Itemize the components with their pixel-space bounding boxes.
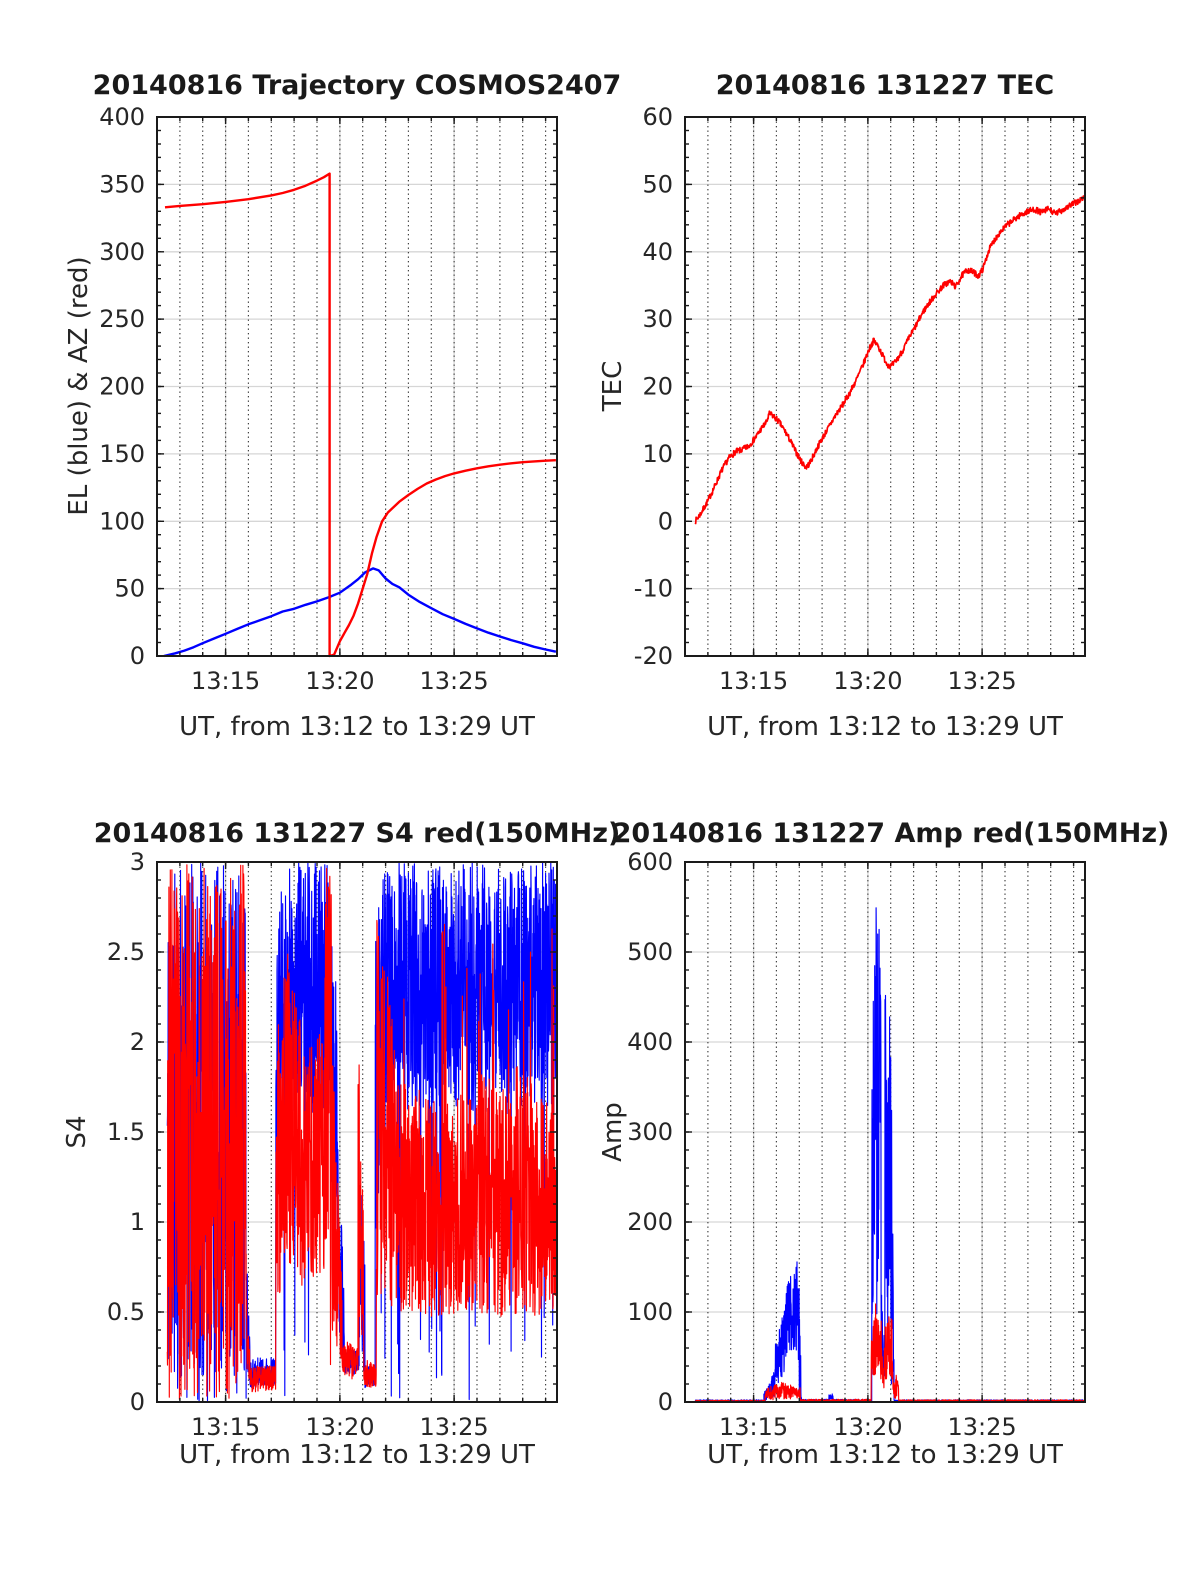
svg-text:600: 600 (627, 848, 673, 876)
svg-text:30: 30 (642, 305, 673, 333)
svg-text:60: 60 (642, 103, 673, 131)
ylabel-tec: TEC (598, 360, 628, 412)
ylabel-trajectory: EL (blue) & AZ (red) (64, 256, 94, 516)
xlabel-trajectory: UT, from 13:12 to 13:29 UT (179, 712, 535, 742)
svg-text:150: 150 (99, 440, 145, 468)
svg-text:0: 0 (130, 1388, 145, 1416)
svg-text:200: 200 (627, 1208, 673, 1236)
plot-amp: 13:15 13:20 13:25 0 100 200 300 400 500 600 (627, 848, 1086, 1441)
svg-text:400: 400 (99, 103, 145, 131)
svg-text:1: 1 (130, 1208, 145, 1236)
svg-text:350: 350 (99, 170, 145, 198)
svg-text:13:15: 13:15 (191, 667, 260, 695)
plot-s4: 13:15 13:20 13:25 0 0.5 1 1.5 2 2.5 3 (107, 848, 558, 1441)
svg-text:0: 0 (130, 642, 145, 670)
svg-text:1.5: 1.5 (107, 1118, 145, 1146)
title-s4: 20140816 131227 S4 red(150MHz) (93, 818, 621, 849)
svg-text:500: 500 (627, 938, 673, 966)
svg-text:3: 3 (130, 848, 145, 876)
plot-tec: 13:15 13:20 13:25 -20 -10 0 10 20 30 40 50 60 (634, 103, 1086, 695)
svg-text:2: 2 (130, 1028, 145, 1056)
svg-text:-20: -20 (634, 642, 673, 670)
svg-text:20: 20 (642, 373, 673, 401)
svg-text:13:20: 13:20 (833, 1413, 902, 1441)
svg-text:13:15: 13:15 (719, 1413, 788, 1441)
svg-text:13:25: 13:25 (948, 667, 1017, 695)
svg-text:0: 0 (658, 1388, 673, 1416)
svg-text:13:25: 13:25 (420, 667, 489, 695)
svg-text:50: 50 (114, 575, 145, 603)
xlabel-s4: UT, from 13:12 to 13:29 UT (179, 1440, 535, 1470)
svg-text:13:20: 13:20 (833, 667, 902, 695)
svg-text:13:15: 13:15 (719, 667, 788, 695)
ylabel-s4: S4 (62, 1115, 92, 1149)
svg-text:10: 10 (642, 440, 673, 468)
svg-text:200: 200 (99, 373, 145, 401)
svg-text:250: 250 (99, 305, 145, 333)
title-trajectory: 20140816 Trajectory COSMOS2407 (92, 70, 622, 101)
svg-text:100: 100 (99, 507, 145, 535)
svg-text:300: 300 (627, 1118, 673, 1146)
svg-text:40: 40 (642, 238, 673, 266)
svg-text:-10: -10 (634, 575, 673, 603)
title-amp: 20140816 131227 Amp red(150MHz) (612, 818, 1170, 849)
svg-text:100: 100 (627, 1298, 673, 1326)
svg-text:13:25: 13:25 (420, 1413, 489, 1441)
svg-text:2.5: 2.5 (107, 938, 145, 966)
title-tec: 20140816 131227 TEC (715, 70, 1055, 101)
svg-text:400: 400 (627, 1028, 673, 1056)
ylabel-amp: Amp (598, 1102, 628, 1162)
svg-text:13:20: 13:20 (305, 1413, 374, 1441)
svg-text:50: 50 (642, 170, 673, 198)
svg-text:0: 0 (658, 507, 673, 535)
svg-text:13:20: 13:20 (305, 667, 374, 695)
svg-text:0.5: 0.5 (107, 1298, 145, 1326)
xlabel-tec: UT, from 13:12 to 13:29 UT (707, 712, 1063, 742)
plot-trajectory: 13:15 13:20 13:25 0 50 100 150 200 250 300 350 400 (99, 103, 558, 695)
xlabel-amp: UT, from 13:12 to 13:29 UT (707, 1440, 1063, 1470)
svg-text:13:15: 13:15 (191, 1413, 260, 1441)
svg-text:300: 300 (99, 238, 145, 266)
svg-text:13:25: 13:25 (948, 1413, 1017, 1441)
